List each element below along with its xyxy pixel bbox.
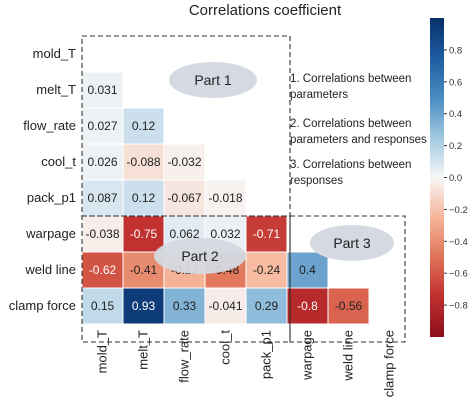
heatmap-cell-flow-rate-mold-t: [81, 107, 124, 145]
cell-value-label: 0.4: [299, 263, 316, 277]
colorbar-ticks: 0.8 0.6 0.4 0.2 0.0 −0.2 −0.4 −0.6 −0.8: [444, 45, 468, 312]
column-label-cool-t: cool_t: [218, 330, 233, 365]
column-label-melt-t: melt_T: [136, 330, 151, 370]
cell-value-label: -0.067: [167, 191, 201, 205]
column-label-weld-line: weld line: [341, 330, 356, 382]
heatmap-cell-cool-t-flow-rate: [163, 143, 206, 181]
cell-value-label: -0.56: [335, 299, 363, 313]
cell-value-label: 0.12: [132, 191, 156, 205]
heatmap-cell-weld-line-mold-t: [81, 251, 124, 289]
heatmap-cell-labels: 0.031 0.027 0.12 0.026 -0.088 -0.032 0.087 0.12…: [85, 83, 362, 313]
note-3-line-1: 3. Correlations between: [290, 159, 411, 171]
cell-value-label: 0.062: [169, 227, 199, 241]
part-1-ellipse: [169, 62, 257, 98]
column-label-pack-p1: pack_p1: [259, 330, 274, 379]
colorbar: [430, 18, 444, 337]
row-label-clamp-force: clamp force: [9, 298, 76, 313]
x-axis-labels: mold_T melt_T flow_rate cool_t pack_p1 warpag…: [95, 330, 397, 398]
column-label-mold-t: mold_T: [95, 330, 110, 373]
heatmap-cell-warpage-melt-t: [122, 215, 165, 253]
heatmap-cell-clamp-force-warpage: [286, 287, 329, 325]
row-label-melt-t: melt_T: [36, 82, 76, 97]
cell-value-label: -0.62: [89, 263, 117, 277]
colorbar-tick-label: −0.4: [449, 237, 468, 248]
colorbar-tick-label: 0.2: [449, 141, 462, 152]
notes-block: 1. Correlations between parameters 2. Co…: [290, 73, 427, 187]
note-1-line-2: parameters: [290, 89, 348, 101]
part-2-ellipse: [154, 238, 246, 274]
cell-value-label: -0.038: [85, 227, 119, 241]
heatmap-cell-weld-line-pack-p1: [245, 251, 288, 289]
cell-value-label: 0.032: [210, 227, 240, 241]
row-label-warpage: warpage: [25, 226, 76, 241]
cell-value-label: -0.41: [130, 263, 158, 277]
cell-value-label: 0.031: [87, 83, 117, 97]
part-1-label: Part 1: [194, 72, 232, 88]
cell-value-label: 0.027: [87, 119, 117, 133]
colorbar-tick-label: −0.8: [449, 301, 468, 312]
part-3-label: Part 3: [333, 235, 371, 251]
heatmap-cell-weld-line-warpage: [286, 251, 329, 289]
cell-value-label: -0.041: [208, 299, 242, 313]
row-label-cool-t: cool_t: [41, 154, 76, 169]
cell-value-label: -0.032: [167, 155, 201, 169]
colorbar-tick-label: 0.0: [449, 173, 462, 184]
row-label-weld-line: weld line: [24, 262, 76, 277]
cell-value-label: 0.93: [132, 299, 156, 313]
row-label-flow-rate: flow_rate: [23, 118, 76, 133]
heatmap-cell-clamp-force-mold-t: [81, 287, 124, 325]
chart-title: Correlations coefficient: [189, 2, 342, 19]
colorbar-tick-label: 0.8: [449, 45, 462, 56]
heatmap-cell-pack-p1-cool-t: [204, 179, 247, 217]
part-2-label: Part 2: [181, 248, 219, 264]
column-label-warpage: warpage: [300, 330, 315, 381]
heatmap-cell-clamp-force-cool-t: [204, 287, 247, 325]
cell-value-label: -0.8: [297, 299, 318, 313]
cell-value-label: -0.24: [253, 263, 281, 277]
y-axis-labels: mold_T melt_T flow_rate cool_t pack_p1warpag…: [9, 46, 77, 313]
row-label-pack-p1: pack_p1: [27, 190, 76, 205]
cell-value-label: 0.29: [255, 299, 279, 313]
cell-value-label: -0.75: [130, 227, 158, 241]
note-3-line-2: responses: [290, 175, 343, 187]
row-label-mold-t: mold_T: [33, 46, 76, 61]
colorbar-tick-label: 0.6: [449, 77, 462, 88]
heatmap-cell-pack-p1-melt-t: [122, 179, 165, 217]
cell-value-label: 0.15: [91, 299, 115, 313]
cell-value-label: 0.33: [173, 299, 197, 313]
cell-value-label: -0.71: [253, 227, 281, 241]
column-label-flow-rate: flow_rate: [177, 330, 192, 383]
cell-value-label: -0.088: [126, 155, 160, 169]
cell-value-label: 0.087: [87, 191, 117, 205]
note-1-line-1: 1. Correlations between: [290, 73, 411, 85]
heatmap-cells: [81, 71, 370, 325]
column-label-clamp-force: clamp force: [382, 330, 397, 397]
heatmap-cell-clamp-force-weld-line: [327, 287, 370, 325]
part-3-ellipse: [310, 225, 394, 261]
heatmap-cell-clamp-force-melt-t: [122, 287, 165, 325]
colorbar-tick-label: −0.2: [449, 205, 468, 216]
note-2-line-1: 2. Correlations between: [290, 118, 411, 130]
part-3-region: Part 3: [289, 215, 406, 343]
cell-value-label: 0.12: [132, 119, 156, 133]
part-2-region: Part 2: [81, 215, 291, 343]
colorbar-tick-label: 0.4: [449, 109, 462, 120]
cell-value-label: 0.026: [87, 155, 117, 169]
colorbar-tick-label: −0.6: [449, 269, 468, 280]
note-2-line-2: parameters and responses: [290, 134, 427, 146]
cell-value-label: -0.018: [208, 191, 242, 205]
